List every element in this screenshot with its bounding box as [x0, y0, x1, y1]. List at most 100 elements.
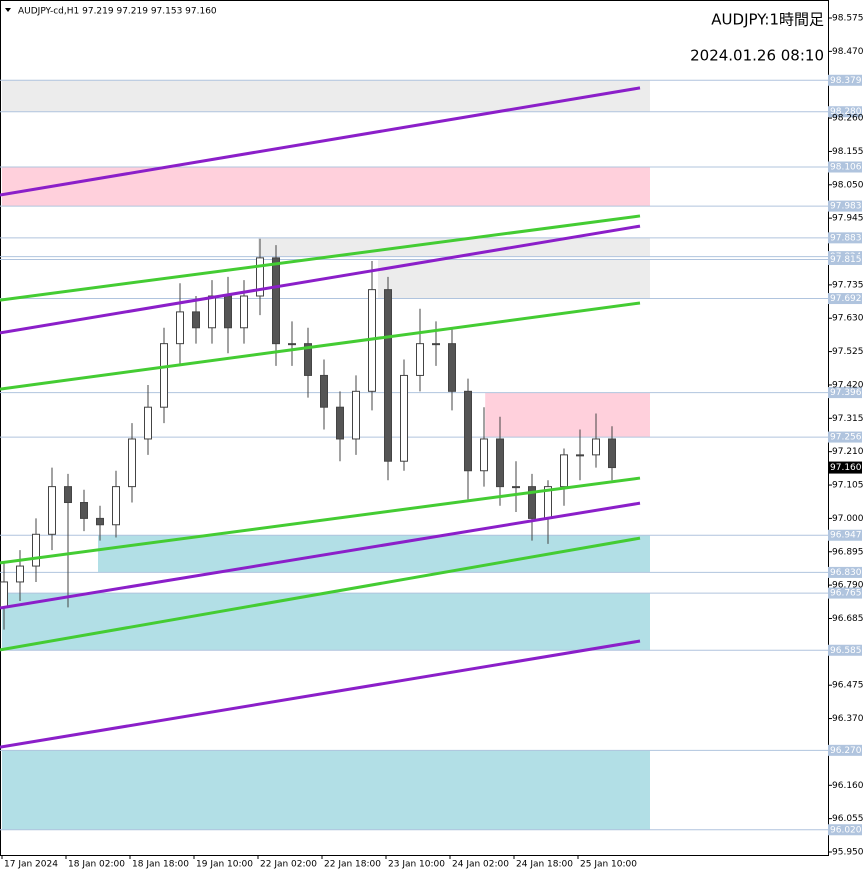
y-tick-label: 97.735	[832, 280, 864, 290]
level-tag-bg	[828, 232, 862, 244]
candle-body	[416, 343, 424, 376]
candle-body	[384, 289, 392, 462]
y-tick-label: 97.000	[832, 514, 864, 524]
zones	[2, 80, 650, 830]
y-tick-label: 97.105	[832, 481, 864, 491]
level-tag-bg	[828, 253, 862, 265]
x-tick-label: 23 Jan 10:00	[388, 860, 445, 870]
candle-body	[496, 438, 504, 488]
menu-icon	[5, 8, 11, 12]
y-tick-label: 96.160	[832, 781, 864, 791]
y-tick-label: 97.945	[832, 214, 864, 224]
level-tag-bg	[828, 293, 862, 305]
candle-body	[608, 438, 616, 469]
level-label: 96.270	[830, 746, 862, 756]
y-tick-label: 96.685	[832, 614, 864, 624]
candle-body	[48, 486, 56, 535]
zone	[98, 535, 650, 573]
y-tick-label: 97.525	[832, 347, 864, 357]
candles	[0, 238, 616, 630]
candle-body	[32, 533, 40, 567]
zone	[378, 259, 650, 299]
level-tag-bg	[828, 566, 862, 578]
x-tick-label: 24 Jan 02:00	[452, 860, 509, 870]
level-tag-bg	[828, 529, 862, 541]
candle-body	[64, 486, 72, 504]
candle-body	[144, 406, 152, 440]
x-tick-label: 25 Jan 10:00	[580, 860, 637, 870]
zone	[485, 392, 650, 438]
current-price: 97.160	[830, 463, 862, 473]
x-tick-label: 18 Jan 02:00	[68, 860, 125, 870]
level-tag-bg	[828, 644, 862, 656]
axes: 98.575 98.470 98.260 98.155 98.050 97.945 97.7…	[1, 14, 864, 870]
candle-body	[112, 486, 120, 526]
level-tag-bg	[828, 74, 862, 86]
candle-body	[224, 295, 232, 329]
candle-body	[576, 454, 584, 457]
level-label: 97.815	[830, 255, 862, 265]
y-tick-label: 97.630	[832, 314, 864, 324]
candle-body	[480, 438, 488, 472]
trendline	[0, 224, 641, 335]
level-label: 96.947	[830, 531, 862, 541]
level-tag-bg	[828, 824, 862, 836]
level-label: 96.585	[830, 646, 862, 656]
candle-body	[512, 486, 520, 489]
level-label: 98.379	[830, 76, 862, 86]
levels: 98.37998.28098.10697.98397.88397.82497.8…	[0, 74, 862, 836]
level-label: 98.280	[830, 107, 862, 117]
level-tag-bg	[828, 744, 862, 756]
y-tick-label: 96.055	[832, 814, 864, 824]
candle-body	[352, 390, 360, 440]
trendline	[0, 639, 641, 749]
level-label: 97.883	[830, 233, 862, 243]
y-tick-label: 97.420	[832, 380, 864, 390]
price-tag-bg	[828, 461, 862, 474]
x-tick-label: 17 Jan 2024	[4, 860, 58, 870]
trendline	[0, 301, 641, 391]
candle-body	[464, 390, 472, 472]
zone	[2, 80, 650, 112]
trendline	[0, 536, 641, 652]
candle-body	[288, 343, 296, 346]
trendlines	[0, 86, 641, 749]
chart-title: AUDJPY:1時間足	[711, 11, 824, 29]
trendline	[0, 476, 641, 565]
level-label: 96.020	[830, 825, 862, 835]
y-tick-label: 96.370	[832, 714, 864, 724]
candle-body	[592, 438, 600, 456]
level-tag-bg	[828, 587, 862, 599]
level-tag-bg	[828, 431, 862, 443]
y-tick-label: 97.315	[832, 414, 864, 424]
candle-body	[0, 581, 8, 608]
trendline	[0, 86, 641, 197]
level-label: 97.256	[830, 433, 862, 443]
candle-body	[528, 486, 536, 519]
zone	[2, 750, 650, 830]
y-tick-label: 98.575	[832, 14, 864, 24]
plot-frame	[0, 0, 829, 856]
candle-body	[96, 517, 104, 526]
x-tick-label: 24 Jan 18:00	[516, 860, 573, 870]
level-label: 97.983	[830, 202, 862, 212]
candle-body	[272, 257, 280, 345]
candle-body	[240, 295, 248, 329]
y-tick-label: 95.950	[832, 848, 864, 858]
x-tick-label: 19 Jan 10:00	[196, 860, 253, 870]
level-tag-bg	[828, 161, 862, 173]
candle-body	[208, 295, 216, 329]
chart-subtitle: 2024.01.26 08:10	[690, 47, 824, 65]
y-tick-label: 98.050	[832, 180, 864, 190]
level-label: 98.106	[830, 163, 862, 173]
candle-body	[560, 454, 568, 488]
level-label: 97.692	[830, 294, 862, 304]
x-tick-label: 22 Jan 02:00	[260, 860, 317, 870]
candle-body	[320, 374, 328, 408]
level-tag-bg	[828, 106, 862, 118]
x-tick-label: 18 Jan 18:00	[132, 860, 189, 870]
y-tick-label: 98.260	[832, 114, 864, 124]
trendline	[0, 501, 641, 610]
y-tick-label: 96.475	[832, 681, 864, 691]
